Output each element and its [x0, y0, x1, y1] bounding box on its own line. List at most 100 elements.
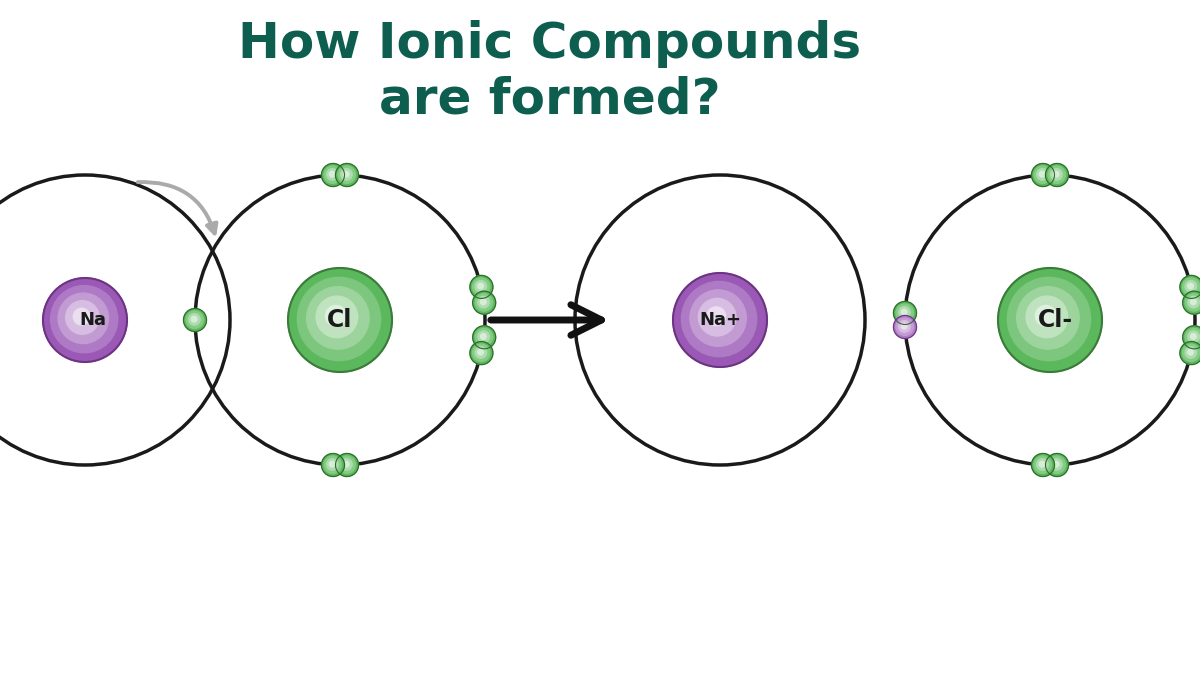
Circle shape — [473, 326, 496, 349]
Circle shape — [1186, 294, 1200, 311]
Text: Na: Na — [79, 311, 107, 329]
Circle shape — [475, 329, 492, 346]
Circle shape — [475, 281, 486, 292]
Circle shape — [1045, 454, 1068, 477]
Circle shape — [998, 268, 1102, 372]
Circle shape — [341, 169, 352, 180]
Circle shape — [1051, 459, 1062, 470]
Circle shape — [478, 296, 490, 308]
Circle shape — [288, 268, 392, 372]
Circle shape — [43, 278, 127, 362]
Circle shape — [1036, 306, 1056, 326]
Circle shape — [326, 169, 338, 180]
FancyArrowPatch shape — [138, 182, 216, 234]
Circle shape — [324, 166, 341, 184]
Circle shape — [73, 308, 90, 325]
Circle shape — [1190, 299, 1196, 304]
Circle shape — [325, 306, 347, 326]
Circle shape — [329, 461, 335, 467]
Circle shape — [901, 309, 907, 315]
Circle shape — [896, 318, 913, 335]
Circle shape — [1051, 169, 1062, 180]
Text: Cl: Cl — [328, 308, 353, 332]
Circle shape — [1032, 163, 1055, 186]
Circle shape — [1188, 296, 1199, 308]
Circle shape — [1048, 456, 1066, 473]
Circle shape — [1039, 461, 1045, 467]
Circle shape — [1186, 347, 1196, 358]
Circle shape — [298, 277, 380, 360]
Circle shape — [899, 321, 910, 332]
Circle shape — [1054, 171, 1060, 177]
Circle shape — [894, 302, 917, 325]
Circle shape — [343, 461, 349, 467]
Circle shape — [1039, 171, 1045, 177]
Circle shape — [343, 171, 349, 177]
Circle shape — [475, 294, 492, 311]
Circle shape — [1048, 166, 1066, 184]
Circle shape — [1037, 169, 1048, 180]
Circle shape — [707, 307, 726, 325]
Circle shape — [673, 273, 767, 367]
Circle shape — [336, 163, 359, 186]
Circle shape — [470, 275, 493, 298]
Circle shape — [1183, 326, 1200, 349]
Circle shape — [480, 299, 486, 304]
Circle shape — [1032, 454, 1055, 477]
Circle shape — [682, 281, 757, 356]
Circle shape — [1180, 275, 1200, 298]
Circle shape — [1183, 291, 1200, 314]
Circle shape — [1186, 281, 1196, 292]
Circle shape — [894, 315, 917, 338]
Circle shape — [475, 347, 486, 358]
Circle shape — [1180, 342, 1200, 365]
Circle shape — [470, 342, 493, 365]
Circle shape — [1026, 296, 1068, 338]
Circle shape — [341, 459, 352, 470]
Circle shape — [1188, 331, 1199, 342]
Circle shape — [50, 286, 118, 353]
Circle shape — [901, 323, 907, 329]
Circle shape — [58, 293, 108, 344]
Circle shape — [307, 287, 370, 349]
Circle shape — [1034, 456, 1051, 473]
Circle shape — [1186, 329, 1200, 346]
Circle shape — [322, 454, 344, 477]
Circle shape — [336, 454, 359, 477]
Circle shape — [1054, 461, 1060, 467]
Circle shape — [690, 290, 746, 346]
Circle shape — [473, 278, 490, 295]
Circle shape — [478, 284, 484, 289]
Circle shape — [316, 296, 358, 338]
Circle shape — [326, 459, 338, 470]
Circle shape — [698, 298, 736, 336]
Text: How Ionic Compounds: How Ionic Compounds — [239, 20, 862, 68]
Circle shape — [66, 300, 100, 334]
Circle shape — [329, 171, 335, 177]
Text: Na+: Na+ — [698, 311, 742, 329]
Circle shape — [324, 456, 341, 473]
Circle shape — [188, 314, 200, 325]
Text: are formed?: are formed? — [379, 75, 721, 123]
Circle shape — [473, 344, 490, 361]
Circle shape — [1188, 284, 1194, 289]
Circle shape — [1045, 163, 1068, 186]
Circle shape — [1182, 344, 1200, 361]
Circle shape — [1190, 333, 1196, 340]
Text: Cl-: Cl- — [1038, 308, 1073, 332]
Circle shape — [1007, 277, 1091, 360]
Circle shape — [1034, 166, 1051, 184]
Circle shape — [186, 311, 203, 328]
Circle shape — [1182, 278, 1200, 295]
Circle shape — [338, 166, 355, 184]
Circle shape — [899, 306, 910, 318]
Circle shape — [478, 331, 490, 342]
Circle shape — [1188, 350, 1194, 355]
Circle shape — [191, 317, 197, 322]
Circle shape — [1037, 459, 1048, 470]
Circle shape — [478, 350, 484, 355]
Circle shape — [322, 163, 344, 186]
Circle shape — [184, 308, 206, 331]
Circle shape — [338, 456, 355, 473]
Circle shape — [1016, 287, 1079, 349]
